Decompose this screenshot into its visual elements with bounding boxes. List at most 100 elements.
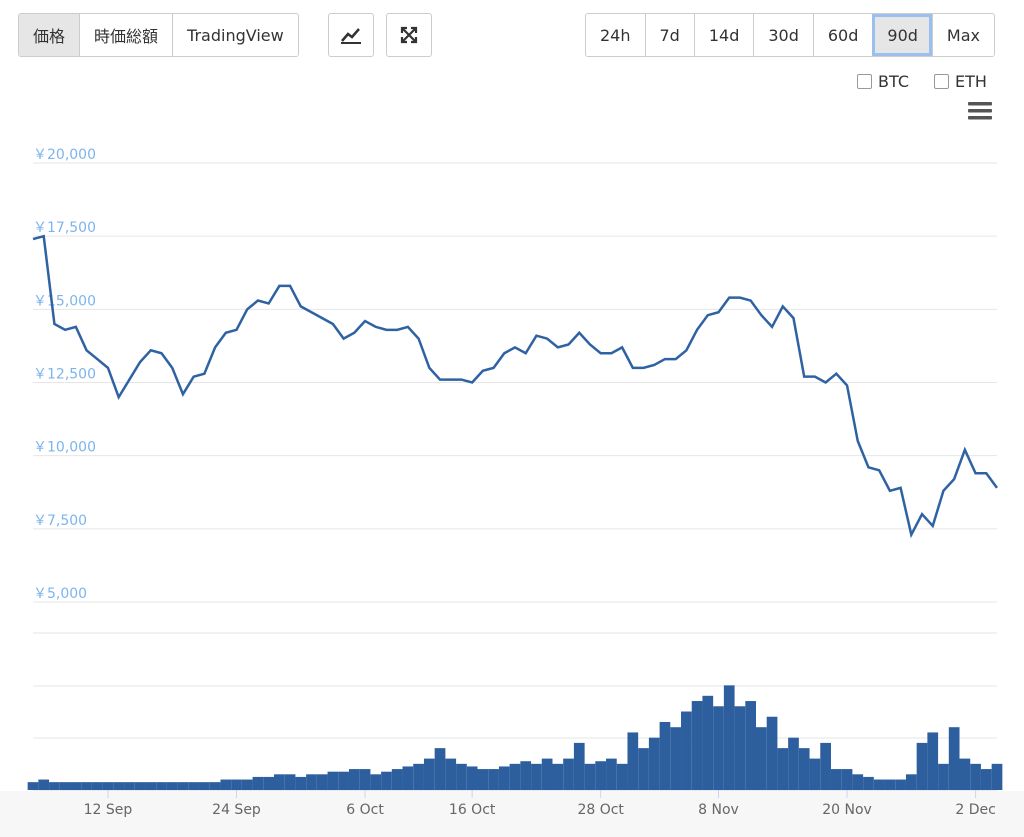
volume-bar (434, 748, 446, 790)
volume-bar (381, 771, 392, 790)
range-button[interactable]: 14d (693, 14, 754, 56)
range-button[interactable]: 60d (812, 14, 873, 56)
volume-bar (734, 706, 746, 790)
volume-bar (156, 782, 167, 790)
x-tick-label: 12 Sep (84, 802, 133, 818)
volume-bar (895, 779, 906, 790)
y-tick-label: ￥10,000 (33, 440, 96, 456)
volume-bar (284, 774, 296, 790)
volume-bar (220, 779, 232, 790)
volume-bar (295, 776, 307, 790)
volume-bar (648, 737, 660, 790)
chart-type-button[interactable] (328, 13, 374, 57)
volume-bar (670, 727, 682, 790)
volume-bar (91, 782, 103, 790)
volume-bar (713, 706, 724, 790)
volume-bar (306, 774, 317, 790)
volume-bar (777, 748, 789, 790)
volume-bar (359, 769, 371, 790)
volume-bar (348, 769, 360, 790)
volume-grid (33, 632, 997, 739)
volume-bar (498, 766, 510, 790)
volume-bar (788, 737, 799, 790)
checkbox (857, 74, 872, 89)
volume-bar (209, 782, 221, 790)
volume-bar (873, 779, 885, 790)
y-tick-label: ￥7,500 (33, 513, 87, 529)
volume-bar (970, 763, 981, 790)
y-tick-label: ￥5,000 (33, 586, 87, 602)
view-group: 価格 時価総額 TradingView (18, 13, 299, 57)
checkbox (934, 74, 949, 89)
volume-bar (274, 774, 285, 790)
volume-bar (466, 766, 478, 790)
compare-checkbox[interactable]: ETH (934, 72, 987, 91)
volume-bar (841, 769, 853, 790)
x-tick-label: 2 Dec (955, 802, 995, 818)
volume-bar (488, 769, 499, 790)
volume-bar (241, 779, 253, 790)
volume-bar (166, 782, 178, 790)
checkbox-label: ETH (955, 72, 987, 91)
volume-bar (199, 782, 210, 790)
price-line (32, 234, 999, 539)
range-button[interactable]: 24h (586, 14, 645, 56)
volume-bar (124, 782, 135, 790)
y-tick-label: ￥12,500 (33, 367, 96, 383)
volume-bar (916, 742, 928, 790)
volume-bar (177, 782, 189, 790)
range-button[interactable]: 30d (753, 14, 813, 56)
range-group: 24h 7d 14d 30d 60d 90d Max (585, 13, 995, 57)
volume-bar (863, 776, 874, 790)
volume-bar (327, 771, 339, 790)
volume-bar (49, 782, 60, 790)
volume-bar (38, 779, 50, 790)
compare-checkbox[interactable]: BTC (857, 72, 909, 91)
volume-bar (477, 769, 489, 790)
view-button[interactable]: 時価総額 (79, 14, 173, 56)
volume-bar (756, 727, 767, 790)
volume-bar (338, 771, 349, 790)
range-button[interactable]: 7d (644, 14, 694, 56)
x-tick-label: 16 Oct (449, 802, 496, 818)
volume-bar (991, 763, 1003, 790)
volume-bar (370, 774, 382, 790)
volume-bar (531, 763, 542, 790)
volume-bar (905, 774, 917, 790)
volume-bar (573, 742, 585, 790)
volume-bar (316, 774, 328, 790)
volume-bar (723, 685, 735, 790)
volume-bar (263, 776, 274, 790)
volume-bar (81, 782, 92, 790)
range-button[interactable]: 90d (872, 14, 932, 56)
volume-bar (948, 727, 960, 790)
volume-bar (745, 701, 756, 790)
volume-bar (606, 758, 617, 790)
menu-icon[interactable] (968, 101, 994, 121)
volume-bar (852, 774, 864, 790)
view-button[interactable]: TradingView (172, 14, 298, 56)
volume-bar (659, 721, 671, 790)
volume-bar (638, 748, 649, 790)
volume-bar (691, 701, 703, 790)
view-button[interactable]: 価格 (19, 14, 80, 56)
range-button[interactable]: Max (931, 14, 994, 56)
y-tick-label: ￥20,000 (33, 147, 96, 163)
fullscreen-button[interactable] (386, 13, 432, 57)
volume-bar (70, 782, 82, 790)
volume-bar (766, 716, 778, 790)
volume-bar (798, 748, 810, 790)
checkbox-label: BTC (878, 72, 909, 91)
volume-bar (681, 711, 692, 790)
volume-bar (423, 758, 435, 790)
volume-bar (541, 758, 553, 790)
volume-bar (231, 779, 242, 790)
volume-bar (884, 779, 896, 790)
volume-bar (456, 763, 467, 790)
volume-bar (563, 758, 574, 790)
x-tick-label: 20 Nov (822, 802, 872, 818)
volume-bar (113, 782, 125, 790)
volume-bar (252, 776, 264, 790)
x-tick-label: 28 Oct (577, 802, 624, 818)
